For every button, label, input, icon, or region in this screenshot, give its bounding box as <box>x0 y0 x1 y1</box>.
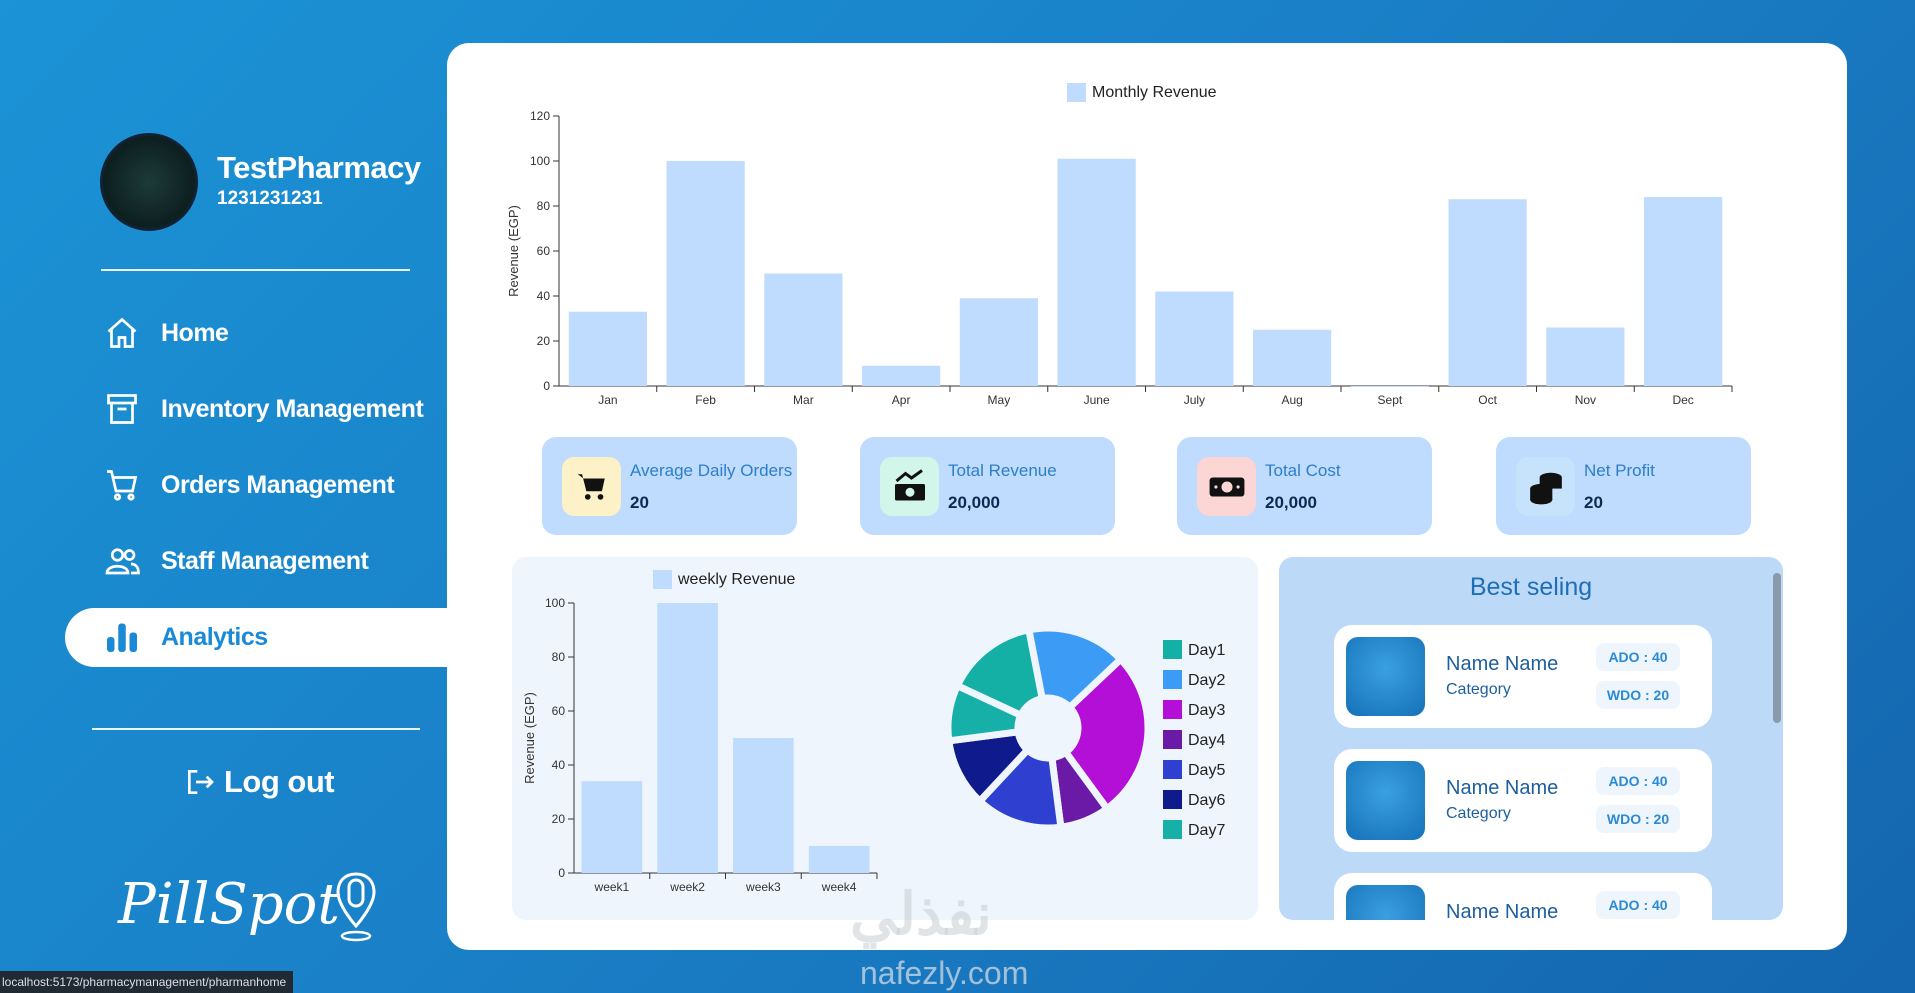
pharmacy-id: 1231231231 <box>217 188 323 209</box>
nav-staff[interactable]: Staff Management <box>104 531 369 591</box>
product-image <box>1346 761 1425 840</box>
nav-analytics[interactable]: Analytics <box>104 607 268 667</box>
wdo-badge: WDO : 20 <box>1596 681 1680 709</box>
stat-title: Net Profit <box>1584 461 1655 480</box>
product-item[interactable]: Name Name ADO : 40 <box>1334 873 1712 920</box>
ado-badge: ADO : 40 <box>1596 643 1680 671</box>
stat-title: Average Daily Orders <box>630 461 793 480</box>
ado-badge: ADO : 40 <box>1596 891 1680 919</box>
nav-home[interactable]: Home <box>104 303 229 363</box>
nav-label: Orders Management <box>161 470 395 499</box>
ado-badge: ADO : 40 <box>1596 767 1680 795</box>
stat-value: 20 <box>630 493 649 512</box>
nav-label: Inventory Management <box>161 394 424 423</box>
best-selling-panel: Best seling <box>1279 557 1783 920</box>
best-selling-title: Best seling <box>1469 573 1593 601</box>
product-image <box>1346 637 1425 716</box>
watermark-latin: nafezly.com <box>860 955 1029 991</box>
logout-button[interactable]: Log out <box>184 764 335 800</box>
nav-inventory[interactable]: Inventory Management <box>104 379 424 439</box>
stat-card: Average Daily Orders 20 <box>542 437 797 535</box>
wdo-badge: WDO : 20 <box>1596 805 1680 833</box>
logout-icon <box>188 770 214 794</box>
stat-title: Total Cost <box>1265 461 1341 480</box>
avatar <box>100 133 198 231</box>
product-name: Name Name <box>1446 653 1559 675</box>
divider <box>101 269 410 271</box>
nav-active-bg <box>65 608 448 667</box>
logo-icon <box>336 872 376 942</box>
logout-label: Log out <box>224 764 335 799</box>
nav-label: Analytics <box>161 622 268 651</box>
product-category: Category <box>1446 805 1511 822</box>
watermark-arabic: نفذلي <box>850 882 992 947</box>
nav-label: Staff Management <box>161 546 369 575</box>
product-category: Category <box>1446 681 1511 698</box>
stat-icon <box>1197 457 1256 516</box>
nav-orders[interactable]: Orders Management <box>104 455 395 515</box>
product-name: Name Name <box>1446 777 1559 799</box>
stat-title: Total Revenue <box>948 461 1057 480</box>
stat-card: Total Revenue 20,000 <box>860 437 1115 535</box>
nav-label: Home <box>161 318 229 347</box>
stat-value: 20 <box>1584 493 1603 512</box>
product-item[interactable]: Name Name Category ADO : 40 WDO : 20 <box>1334 749 1712 852</box>
pharmacy-name: TestPharmacy <box>217 150 421 185</box>
product-item[interactable]: Name Name Category ADO : 40 WDO : 20 <box>1334 625 1712 728</box>
product-image <box>1346 885 1425 920</box>
stat-icon <box>1516 457 1575 516</box>
weekly-card <box>512 557 1258 920</box>
stat-card: Net Profit 20 <box>1496 437 1751 535</box>
stat-value: 20,000 <box>948 493 1000 512</box>
stat-icon <box>880 457 939 516</box>
scrollbar[interactable] <box>1773 573 1781 723</box>
divider <box>92 728 420 730</box>
stat-icon <box>562 457 621 516</box>
product-name: Name Name <box>1446 901 1559 920</box>
best-selling-list: Name Name Category ADO : 40 WDO : 20 Name N… <box>1279 557 1769 920</box>
logo-text: PillSpot <box>118 872 340 937</box>
status-bar: localhost:5173/pharmacymanagement/pharma… <box>0 971 293 993</box>
stat-card: Total Cost 20,000 <box>1177 437 1432 535</box>
stat-value: 20,000 <box>1265 493 1317 512</box>
